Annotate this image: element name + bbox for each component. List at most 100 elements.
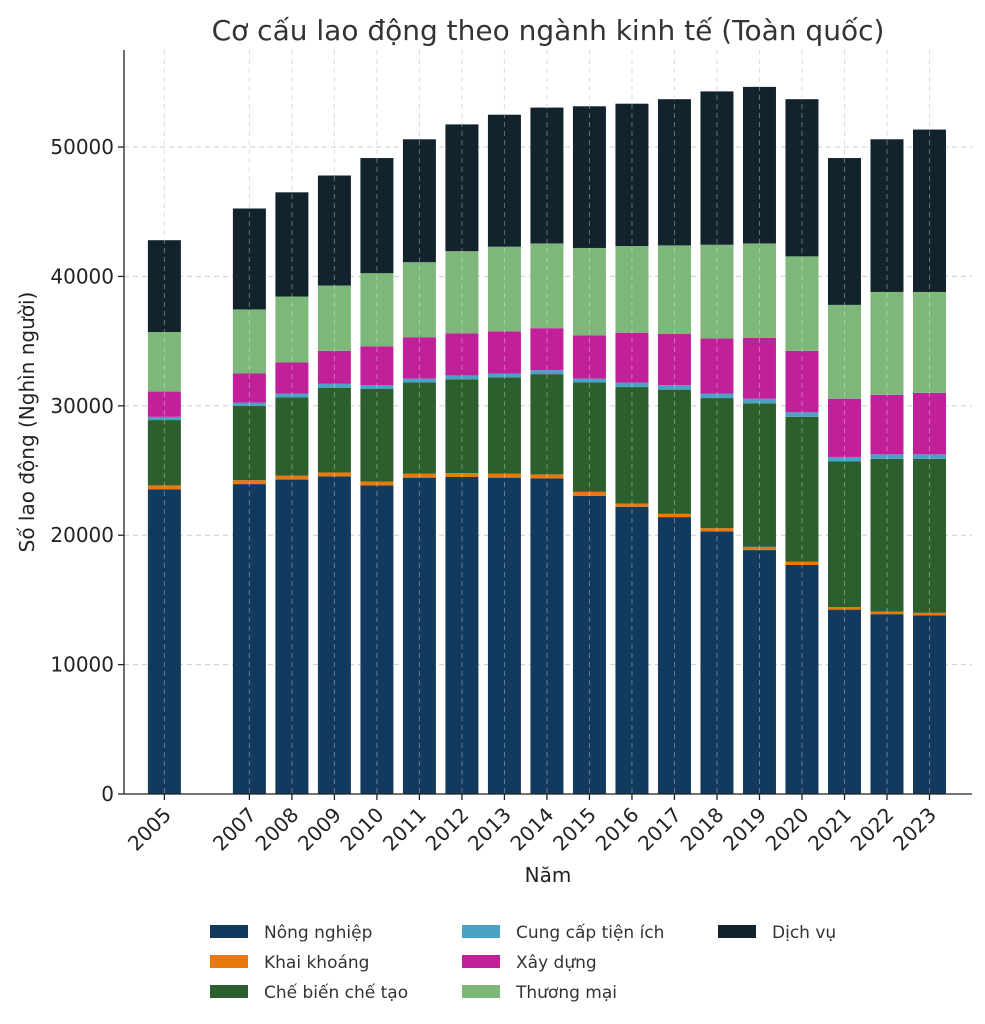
bar-segment [317, 387, 351, 473]
x-tick-label: 2010 [335, 803, 388, 856]
bar-segment [275, 362, 309, 394]
bar-segment [360, 481, 394, 486]
x-tick-label: 2011 [378, 803, 431, 856]
bar-segment [147, 332, 181, 392]
legend: Nông nghiệp Khai khoáng Chế biến chế tạo Cu… [210, 922, 836, 1003]
bar-segment [700, 393, 734, 399]
bar-segment [657, 389, 691, 514]
bar-segment [827, 609, 861, 794]
bar-segment [912, 612, 946, 616]
bar-segment [615, 246, 649, 333]
legend-swatch [462, 955, 500, 968]
bar-segment [870, 614, 904, 794]
bar-segment [147, 391, 181, 417]
bar-segment [487, 331, 521, 374]
legend-label: Xây dựng [516, 953, 597, 973]
chart-title: Cơ cấu lao động theo ngành kinh tế (Toàn… [212, 14, 885, 47]
bar-segment [360, 158, 394, 274]
legend-label: Cung cấp tiện ích [516, 922, 664, 943]
bar-segment [700, 528, 734, 532]
legend-label: Chế biến chế tạo [264, 982, 408, 1003]
bar-segment [742, 403, 776, 547]
bar-segment [742, 337, 776, 399]
bar-segment [147, 240, 181, 333]
bar-segment [445, 375, 479, 380]
bar-segment [317, 476, 351, 794]
bar-segment [700, 338, 734, 394]
bar-segment [870, 139, 904, 292]
bar-segment [742, 546, 776, 551]
x-tick-label: 2007 [208, 803, 261, 856]
bar-segment [870, 458, 904, 612]
bar-segment [530, 474, 564, 479]
x-tick-label: 2009 [293, 803, 346, 856]
bar-segment [912, 458, 946, 613]
x-tick-label: 2008 [250, 803, 303, 856]
bar-segment [657, 99, 691, 246]
bar-segment [530, 478, 564, 794]
bar-segment [785, 564, 819, 794]
bar-segment [912, 129, 946, 292]
bar-segment [657, 517, 691, 794]
bar-segment [700, 244, 734, 339]
bar-segment [572, 247, 606, 336]
bar-segment [785, 412, 819, 417]
bar-segment [232, 402, 266, 406]
bar-segment [572, 335, 606, 379]
legend-swatch [462, 985, 500, 998]
bar-segment [487, 477, 521, 794]
legend-swatch [210, 925, 248, 938]
bar-segment [147, 489, 181, 794]
bar-segment [445, 476, 479, 794]
bar-segment [742, 243, 776, 338]
bar-segment [487, 377, 521, 474]
axes [123, 50, 972, 795]
bar-segment [275, 479, 309, 794]
bar-segment [827, 607, 861, 610]
bar-segment [445, 124, 479, 252]
bar-segment [615, 332, 649, 383]
bar-segment [827, 158, 861, 305]
bar-segment [615, 382, 649, 388]
y-tick-label: 10000 [50, 653, 114, 677]
bar-segment [742, 550, 776, 794]
bar-segment [232, 208, 266, 310]
bar-segment [232, 484, 266, 794]
bar-segment [870, 454, 904, 459]
legend-label: Nông nghiệp [264, 923, 372, 943]
bar-segment [232, 373, 266, 403]
bar-segment [530, 328, 564, 371]
bar-segment [572, 495, 606, 794]
bar-segment [912, 615, 946, 794]
bars [147, 50, 946, 794]
bar-segment [275, 296, 309, 363]
bar-segment [572, 382, 606, 492]
bar-segment [147, 485, 181, 490]
bar-segment [912, 291, 946, 393]
bar-segment [360, 273, 394, 347]
bar-segment [402, 473, 436, 478]
bar-segment [275, 192, 309, 297]
bar-segment [912, 454, 946, 459]
bar-segment [530, 374, 564, 475]
y-tick-label: 40000 [50, 264, 114, 288]
bar-segment [530, 370, 564, 375]
bar-segment [317, 175, 351, 286]
bar-segment [360, 346, 394, 386]
bar-segment [742, 86, 776, 244]
x-tick-label: 2014 [506, 803, 559, 856]
bar-segment [785, 99, 819, 257]
bar-segment [275, 397, 309, 476]
bar-segment [360, 389, 394, 482]
bar-segment [572, 491, 606, 496]
y-ticks: 0 10000 20000 30000 40000 50000 [50, 135, 124, 806]
bar-segment [445, 379, 479, 474]
bar-segment [700, 531, 734, 794]
x-tick-label: 2016 [591, 803, 644, 856]
bar-segment [487, 114, 521, 247]
bar-segment [827, 461, 861, 608]
bar-segment [572, 378, 606, 383]
bar-segment [827, 304, 861, 399]
bar-segment [402, 477, 436, 794]
